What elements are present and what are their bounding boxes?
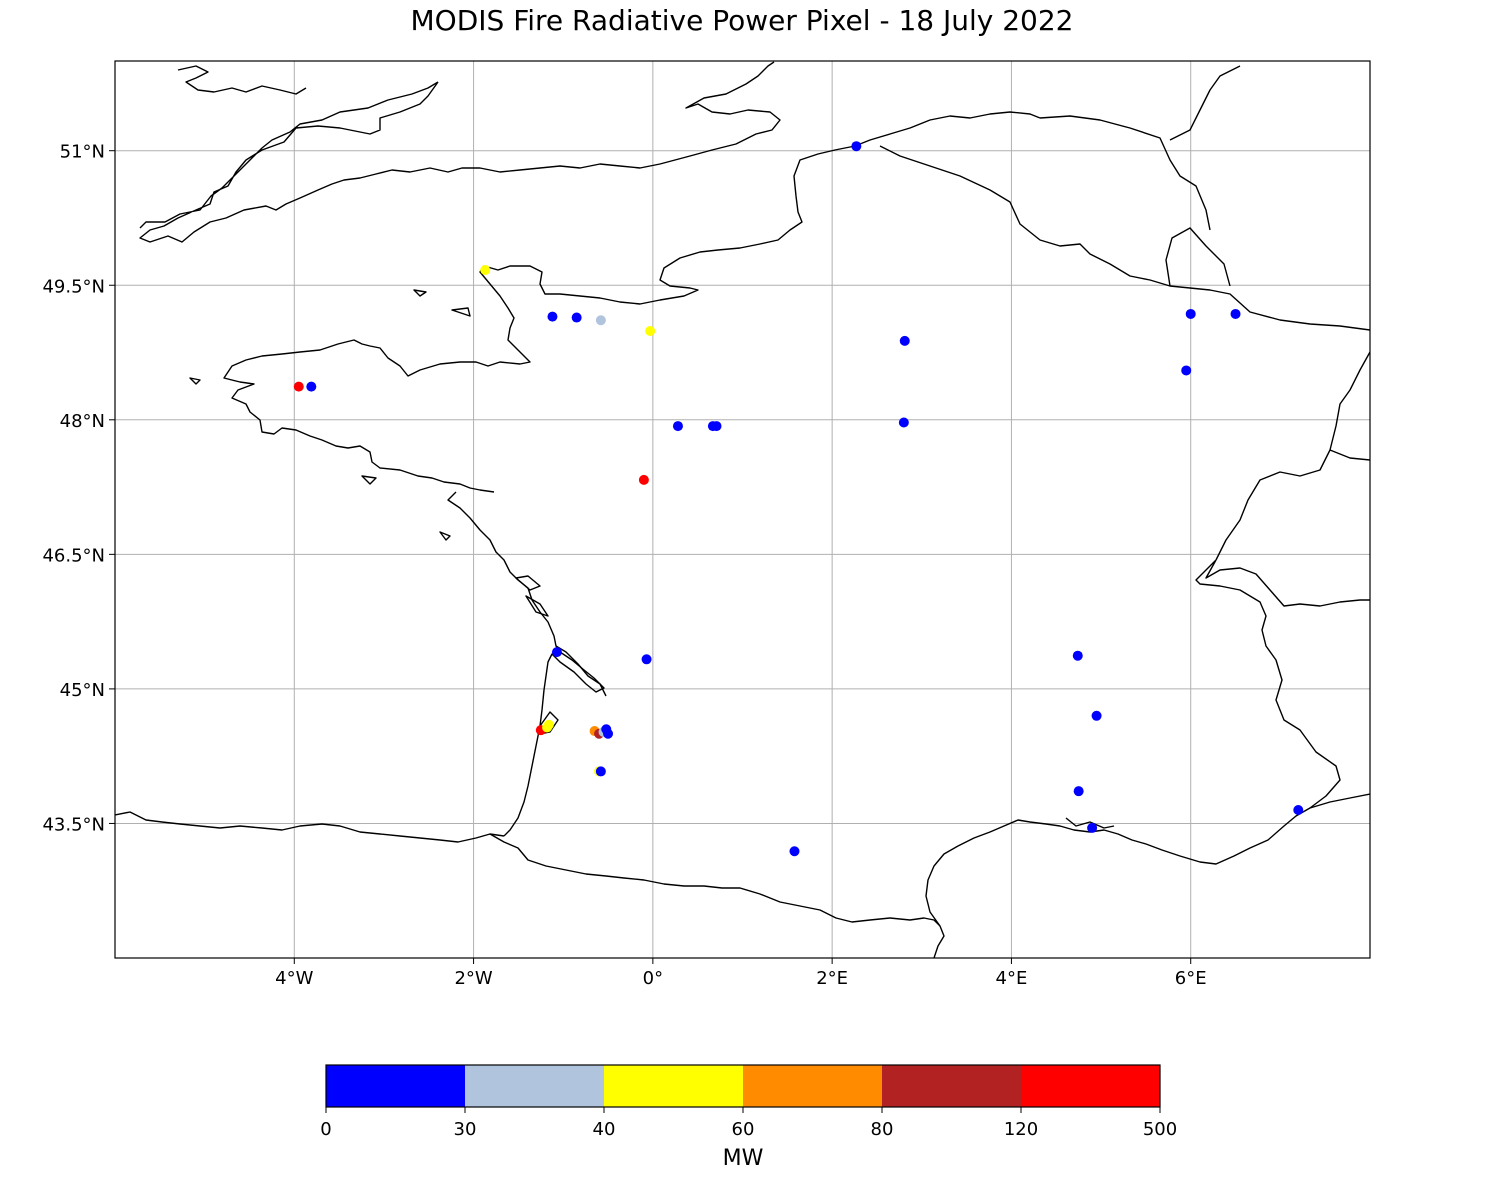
y-tick-label: 46.5°N	[42, 545, 105, 566]
fire-pixel-point	[645, 325, 656, 336]
x-axis-ticks: 4°W 2°W 0° 2°E 4°E 6°E	[275, 958, 1207, 989]
x-tick-label: 2°E	[816, 968, 848, 989]
colorbar-segment	[743, 1065, 882, 1107]
fire-pixel-point	[1181, 365, 1192, 376]
fire-pixel-point	[641, 654, 652, 665]
fire-pixel-point	[551, 647, 562, 658]
fire-pixel-point	[1230, 308, 1241, 319]
fire-pixel-point	[672, 421, 683, 432]
y-tick-label: 49.5°N	[42, 276, 105, 297]
fire-pixel-point	[711, 421, 722, 432]
colorbar-tick-label: 500	[1143, 1119, 1177, 1140]
fire-pixel-point	[293, 381, 304, 392]
colorbar-tick-label: 40	[593, 1119, 616, 1140]
fire-pixel-point	[306, 381, 317, 392]
colorbar-segment	[1021, 1065, 1160, 1107]
fire-pixel-point	[851, 141, 862, 152]
marseille-coast	[1065, 817, 1115, 829]
axes-frame	[114, 60, 1371, 959]
fire-pixel-point	[595, 766, 606, 777]
netherlands-border	[1039, 65, 1241, 231]
fire-pixel-point	[899, 335, 910, 346]
spain-east-coastline	[933, 925, 945, 958]
y-tick-label: 45°N	[60, 680, 105, 701]
x-tick-label: 6°E	[1175, 968, 1207, 989]
fire-pixel-point	[1293, 804, 1304, 815]
britain-north-coast	[177, 65, 307, 95]
spain-north-coastline	[115, 811, 505, 843]
fire-pixel-point	[543, 719, 554, 730]
colorbar: 0 30 40 60 80 120 500 MW	[320, 1064, 1177, 1171]
chart-title: MODIS Fire Radiative Power Pixel - 18 Ju…	[411, 4, 1074, 37]
colorbar-tick-label: 0	[320, 1119, 331, 1140]
fire-pixel-point	[603, 728, 614, 739]
colorbar-segment	[465, 1065, 604, 1107]
x-tick-label: 2°W	[454, 968, 492, 989]
y-tick-label: 51°N	[60, 142, 105, 163]
swiss-border	[1195, 449, 1370, 809]
colorbar-segment	[604, 1065, 743, 1107]
fire-pixel-point	[1073, 786, 1084, 797]
mediterranean-coastline	[925, 793, 1370, 927]
colorbar-tick-label: 30	[454, 1119, 477, 1140]
fire-pixel-point	[1087, 822, 1098, 833]
fire-pixel-point	[595, 315, 606, 326]
atlantic-islands	[189, 289, 549, 617]
luxembourg-border	[1165, 227, 1231, 287]
colorbar-segment	[326, 1065, 465, 1107]
x-tick-label: 0°	[643, 968, 663, 989]
fire-pixel-point	[638, 474, 649, 485]
fire-pixel-point	[1072, 650, 1083, 661]
gironde-estuary	[555, 645, 607, 697]
x-tick-label: 4°W	[275, 968, 313, 989]
y-tick-label: 43.5°N	[42, 814, 105, 835]
y-tick-label: 48°N	[60, 411, 105, 432]
fire-pixel-point	[571, 312, 582, 323]
plot-background	[115, 61, 1370, 958]
fire-pixel-point	[547, 311, 558, 322]
fire-pixels	[293, 141, 1304, 857]
colorbar-tick-label: 80	[871, 1119, 894, 1140]
x-tick-label: 4°E	[996, 968, 1028, 989]
belgium-border	[879, 145, 1370, 331]
france-north-coastline	[223, 111, 1041, 837]
y-axis-ticks: 43.5°N 45°N 46.5°N 48°N 49.5°N 51°N	[42, 142, 115, 835]
fire-pixel-point	[789, 846, 800, 857]
arcachon-basin	[539, 711, 559, 735]
fire-pixel-point	[480, 265, 491, 276]
rhine-border	[1215, 351, 1370, 561]
coastlines-and-borders	[115, 61, 1370, 958]
pyrenees-border	[489, 833, 941, 927]
colorbar-segment	[882, 1065, 1021, 1107]
colorbar-tick-label: 60	[732, 1119, 755, 1140]
fire-pixel-point	[1091, 710, 1102, 721]
colorbar-tick-label: 120	[1004, 1119, 1038, 1140]
colorbar-label: MW	[723, 1146, 764, 1171]
fire-pixel-point	[898, 417, 909, 428]
gridlines	[115, 61, 1370, 958]
fire-pixel-point	[1185, 308, 1196, 319]
britain-coastline	[139, 61, 781, 243]
